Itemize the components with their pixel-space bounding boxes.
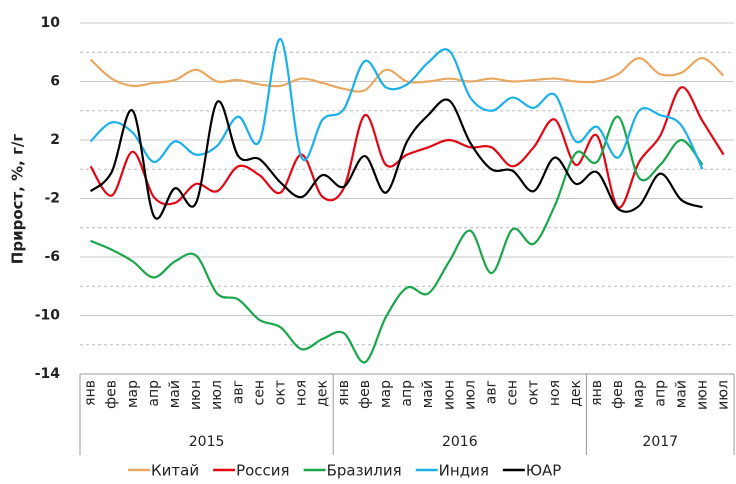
x-tick-label: фев (610, 380, 626, 409)
x-tick-label: окт (526, 380, 542, 405)
x-tick-label: янв (589, 380, 605, 406)
x-tick-label: май (167, 380, 183, 408)
x-tick-label: июл (209, 380, 225, 410)
series-line (89, 98, 703, 220)
group-label: 2017 (642, 434, 678, 450)
x-tick-label: дек (568, 380, 584, 407)
legend-label: Индия (439, 462, 489, 480)
x-tick-label: май (420, 380, 436, 408)
y-tick-label: 10 (41, 15, 61, 31)
legend-label: ЮАР (526, 462, 562, 480)
x-tick-label: мар (125, 380, 141, 408)
x-tick-label: май (673, 380, 689, 408)
group-label: 2015 (189, 434, 225, 450)
x-tick-label: апр (399, 380, 415, 407)
x-tick-label: фев (104, 380, 120, 409)
legend-label: Китай (151, 462, 199, 480)
group-label: 2016 (442, 434, 478, 450)
y-tick-label: 2 (50, 132, 60, 148)
legend-label: Бразилия (327, 462, 402, 480)
x-tick-label: июл (462, 380, 478, 410)
x-tick-label: ноя (294, 380, 310, 406)
x-tick-label: янв (83, 380, 99, 406)
x-tick-label: сен (505, 380, 521, 405)
x-tick-label: окт (272, 380, 288, 405)
x-tick-label: сен (251, 380, 267, 405)
y-axis-label: Прирост, %, г/г (9, 134, 27, 265)
x-tick-label: июн (694, 380, 710, 410)
y-tick-label: 6 (50, 74, 60, 90)
series-line (89, 56, 725, 93)
y-tick-label: -6 (44, 249, 60, 265)
x-tick-label: апр (652, 380, 668, 407)
legend-label: Россия (236, 462, 290, 480)
x-tick-label: янв (336, 380, 352, 406)
x-tick-label: авг (483, 380, 499, 404)
series-line (89, 37, 704, 170)
x-tick-label: мар (631, 380, 647, 408)
x-tick-label: ноя (547, 380, 563, 406)
x-tick-label: мар (378, 380, 394, 408)
y-tick-label: -2 (44, 191, 60, 207)
x-tick-label: дек (315, 380, 331, 407)
x-tick-label: июл (716, 380, 732, 410)
x-tick-label: июн (188, 380, 204, 410)
x-tick-label: июн (441, 380, 457, 410)
series-line (90, 115, 704, 364)
x-tick-label: апр (146, 380, 162, 407)
x-tick-label: авг (230, 380, 246, 404)
x-tick-label: фев (357, 380, 373, 409)
y-tick-label: -14 (35, 366, 61, 382)
y-tick-label: -10 (35, 308, 61, 324)
